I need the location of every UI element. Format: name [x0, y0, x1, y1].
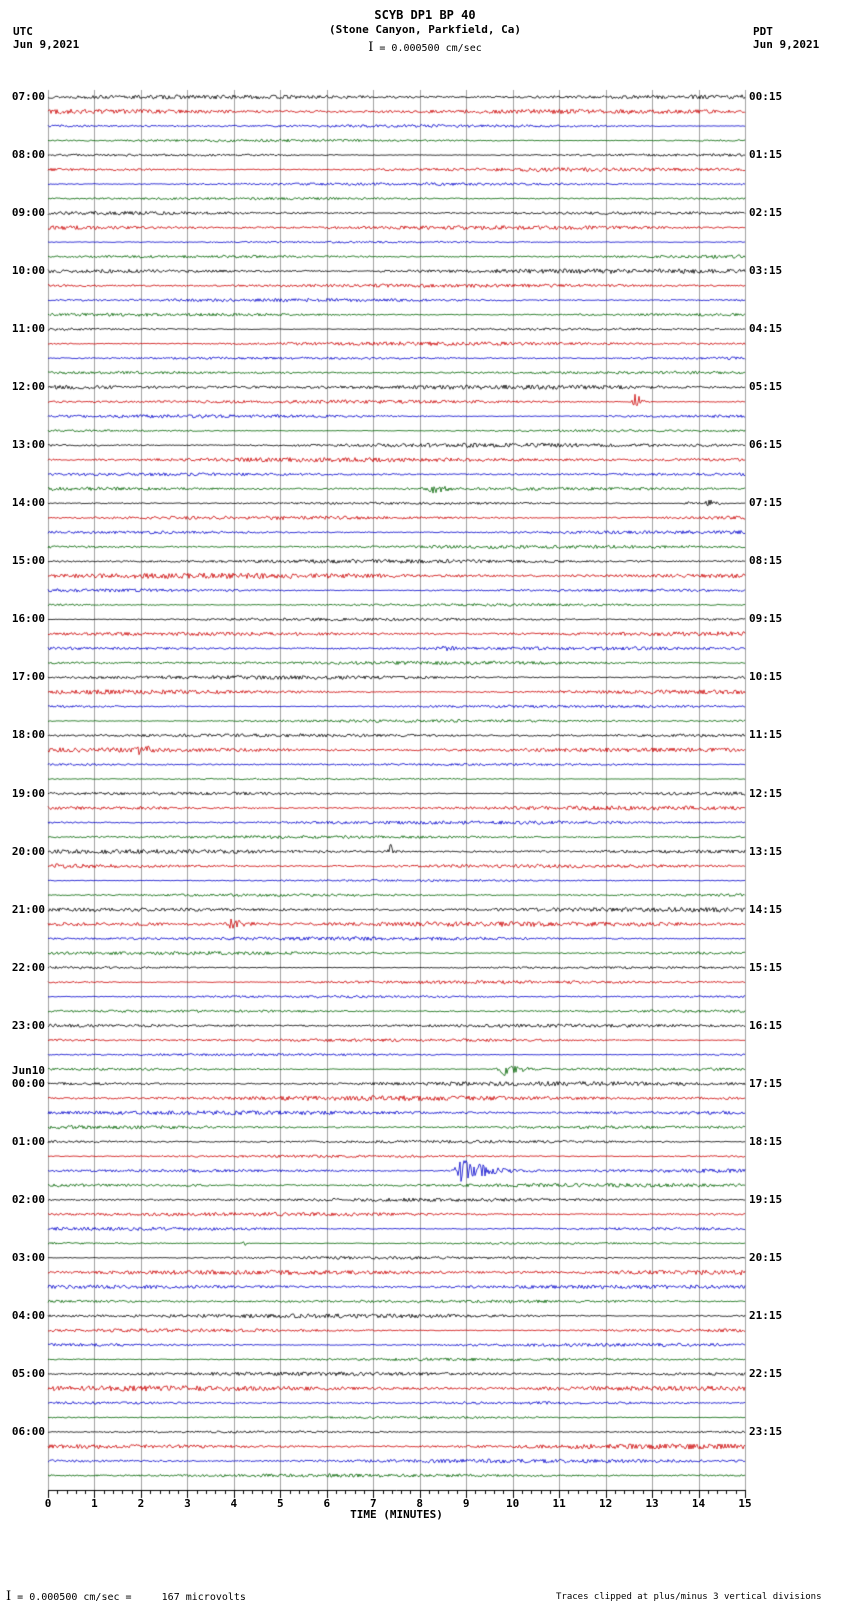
footer-scale: I = 0.000500 cm/sec = 167 microvolts: [6, 1589, 246, 1604]
hour-label-utc: 08:00: [11, 148, 45, 162]
hour-label-pdt: 11:15: [749, 728, 783, 742]
footer-scale-text: = 0.000500 cm/sec = 167 microvolts: [11, 1592, 246, 1603]
hour-label-pdt: 12:15: [749, 786, 783, 800]
hour-label-utc: 04:00: [11, 1308, 45, 1322]
hour-label-pdt: 21:15: [749, 1308, 783, 1322]
x-tick-label: 0: [44, 1497, 52, 1510]
hour-label-pdt: 01:15: [749, 148, 783, 162]
hour-label-pdt: 16:15: [749, 1018, 783, 1032]
hour-label-utc: 15:00: [11, 554, 45, 568]
pdt-block: PDT Jun 9,2021: [753, 25, 819, 51]
hour-label-pdt: 09:15: [749, 612, 783, 626]
hour-label-pdt: 07:15: [749, 496, 783, 510]
hour-label-pdt: 20:15: [749, 1250, 783, 1264]
x-tick-label: 15: [738, 1497, 752, 1510]
hour-label-pdt: 22:15: [749, 1366, 783, 1380]
hour-label-utc: 02:00: [11, 1192, 45, 1206]
hour-label-pdt: 04:15: [749, 322, 783, 336]
scale-line: I = 0.000500 cm/sec: [0, 40, 850, 55]
hour-label-utc: 12:00: [11, 380, 45, 394]
hour-label-utc: 05:00: [11, 1366, 45, 1380]
hour-label-utc: 00:00: [11, 1076, 45, 1090]
x-tick-label: 13: [645, 1497, 659, 1510]
x-tick-label: 14: [691, 1497, 706, 1510]
hour-label-pdt: 15:15: [749, 960, 783, 974]
hour-label-pdt: 06:15: [749, 438, 783, 452]
hour-label-utc: 18:00: [11, 728, 45, 742]
x-tick-label: 6: [323, 1497, 331, 1510]
pdt-label: PDT: [753, 25, 773, 38]
x-tick-label: 2: [137, 1497, 145, 1510]
hour-label-utc: 03:00: [11, 1250, 45, 1264]
hour-label-pdt: 03:15: [749, 264, 783, 278]
utc-block: UTC Jun 9,2021: [13, 25, 79, 51]
hour-label-pdt: 17:15: [749, 1076, 783, 1090]
hour-label-utc: 14:00: [11, 496, 45, 510]
utc-label: UTC: [13, 25, 33, 38]
hour-label-pdt: 05:15: [749, 380, 783, 394]
scale-text: = 0.000500 cm/sec: [373, 43, 482, 54]
hour-label-utc: 16:00: [11, 612, 45, 626]
hour-label-utc: 23:00: [11, 1018, 45, 1032]
hour-label-pdt: 08:15: [749, 554, 783, 568]
hour-label-utc: 06:00: [11, 1424, 45, 1438]
hour-label-utc-prefix: Jun10: [11, 1063, 45, 1077]
hour-label-pdt: 14:15: [749, 902, 783, 916]
x-tick-label: 11: [552, 1497, 566, 1510]
hour-label-utc: 20:00: [11, 844, 45, 858]
hour-label-utc: 11:00: [11, 322, 45, 336]
hour-label-utc: 13:00: [11, 438, 45, 452]
x-tick-label: 1: [91, 1497, 98, 1510]
x-tick-label: 12: [598, 1497, 613, 1510]
hour-label-utc: 17:00: [11, 670, 45, 684]
utc-date: Jun 9,2021: [13, 38, 80, 51]
x-tick-label: 3: [184, 1497, 191, 1510]
hour-label-utc: 01:00: [11, 1134, 45, 1148]
hour-label-utc: 21:00: [11, 902, 45, 916]
footer-clip-note: Traces clipped at plus/minus 3 vertical …: [556, 1592, 822, 1602]
x-tick-label: 4: [230, 1497, 238, 1510]
hour-label-utc: 09:00: [11, 206, 45, 220]
hour-label-utc: 10:00: [11, 264, 45, 278]
pdt-date: Jun 9,2021: [753, 38, 820, 51]
hour-label-pdt: 00:15: [749, 90, 783, 103]
hour-label-pdt: 18:15: [749, 1134, 783, 1148]
hour-label-utc: 22:00: [11, 960, 45, 974]
x-tick-label: 8: [416, 1497, 424, 1510]
scale-bracket-icon: I: [368, 40, 374, 55]
footer-bracket-icon: I: [6, 1589, 12, 1604]
x-tick-label: 9: [462, 1497, 470, 1510]
x-tick-label: 7: [369, 1497, 377, 1510]
hour-label-utc: 19:00: [11, 786, 45, 800]
hour-label-pdt: 02:15: [749, 206, 783, 220]
x-tick-label: 10: [506, 1497, 520, 1510]
hour-label-pdt: 23:15: [749, 1424, 783, 1438]
station-title: SCYB DP1 BP 40: [374, 8, 476, 22]
x-tick-label: 5: [277, 1497, 284, 1510]
hour-label-pdt: 19:15: [749, 1192, 783, 1206]
station-location: (Stone Canyon, Parkfield, Ca): [328, 23, 522, 36]
x-axis-title: TIME (MINUTES): [350, 1508, 443, 1521]
hour-label-pdt: 13:15: [749, 844, 783, 858]
hour-label-pdt: 10:15: [749, 670, 783, 684]
hour-label-utc: 07:00: [11, 90, 45, 103]
